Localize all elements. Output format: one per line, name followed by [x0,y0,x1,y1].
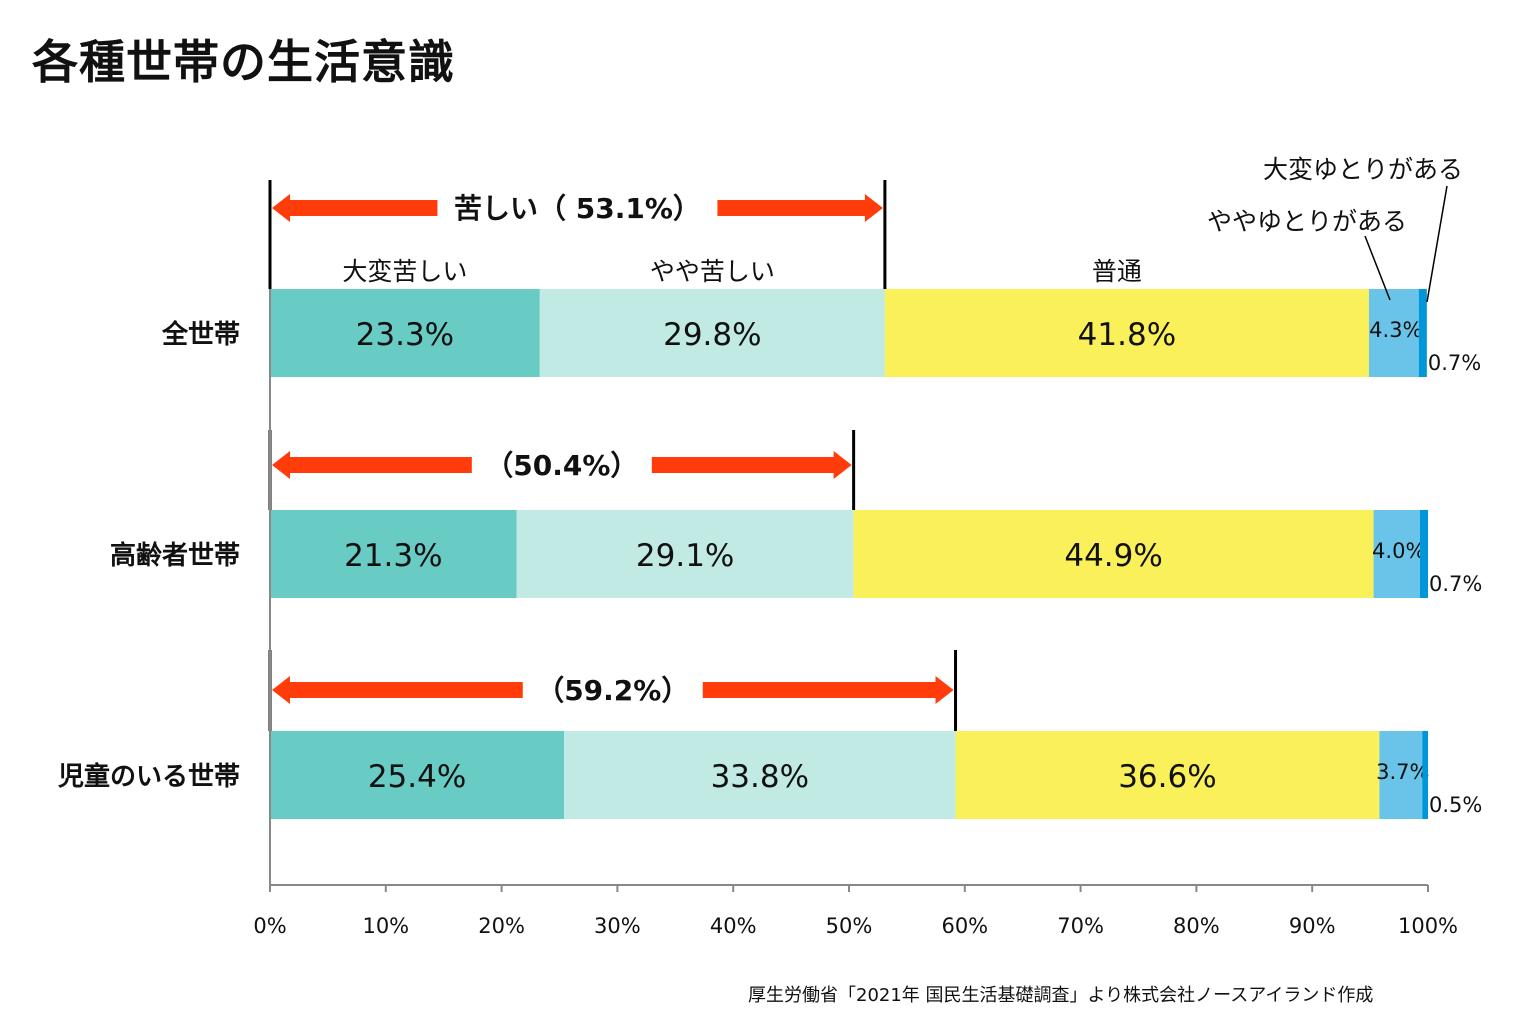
series-label: やや苦しい [650,257,775,286]
bar-segment [516,510,854,598]
arrow-left [272,451,472,479]
data-label: 21.3% [344,538,442,574]
data-label: 25.4% [368,759,466,795]
series-label: 普通 [1092,257,1142,286]
x-tick-label: 50% [826,914,873,938]
data-label: 41.8% [1078,317,1176,353]
arrow-right [717,194,883,222]
x-tick-label: 70% [1057,914,1104,938]
x-tick-label: 90% [1289,914,1336,938]
bar-segment [1379,731,1423,819]
leader-line [1364,235,1391,301]
chart-title: 各種世帯の生活意識 [32,35,455,89]
data-label: 4.3% [1369,318,1422,342]
bar-segment [1368,289,1419,377]
data-label: 29.1% [636,538,734,574]
data-label: 0.7% [1428,351,1481,375]
arrow-right [702,676,954,704]
data-label: 3.7% [1376,760,1429,784]
x-tick-label: 60% [941,914,988,938]
series-label: 大変苦しい [342,257,467,286]
data-label: 0.5% [1429,793,1482,817]
bar-segment [853,510,1374,598]
leader-line [1426,185,1448,303]
category-label: 全世帯 [161,319,240,350]
series-label: ややゆとりがある [1207,207,1407,236]
bar-segment [270,289,540,377]
x-tick-label: 100% [1398,914,1458,938]
data-label: 4.0% [1372,539,1425,563]
x-tick-label: 10% [362,914,409,938]
bar-segment [1418,289,1427,377]
data-label: 33.8% [711,759,809,795]
data-label: 36.6% [1118,759,1216,795]
data-label: 44.9% [1064,538,1162,574]
bracket-label: （50.4%） [485,449,638,482]
bar-segment [539,289,885,377]
bar-segment [955,731,1380,819]
data-label: 23.3% [356,317,454,353]
x-tick-label: 0% [253,914,286,938]
category-label: 児童のいる世帯 [58,761,240,792]
bar-segment [270,731,565,819]
bar-segment [1422,731,1428,819]
data-label: 29.8% [663,317,761,353]
bracket-label: 苦しい（ 53.1%） [454,192,701,225]
category-label: 高齢者世帯 [110,540,240,571]
bar-segment [270,510,517,598]
bar-segment [564,731,956,819]
x-tick-label: 20% [478,914,525,938]
bar-segment [1373,510,1420,598]
series-label: 大変ゆとりがある [1263,155,1463,184]
data-label: 0.7% [1429,572,1482,596]
arrow-left [272,194,438,222]
source-note: 厚生労働省「2021年 国民生活基礎調査」より株式会社ノースアイランド作成 [748,985,1374,1006]
arrow-left [272,676,523,704]
bar-segment [884,289,1369,377]
x-tick-label: 40% [710,914,757,938]
arrow-right [651,451,852,479]
x-tick-label: 80% [1173,914,1220,938]
bracket-label: （59.2%） [536,674,689,707]
x-tick-label: 30% [594,914,641,938]
bar-segment [1419,510,1428,598]
